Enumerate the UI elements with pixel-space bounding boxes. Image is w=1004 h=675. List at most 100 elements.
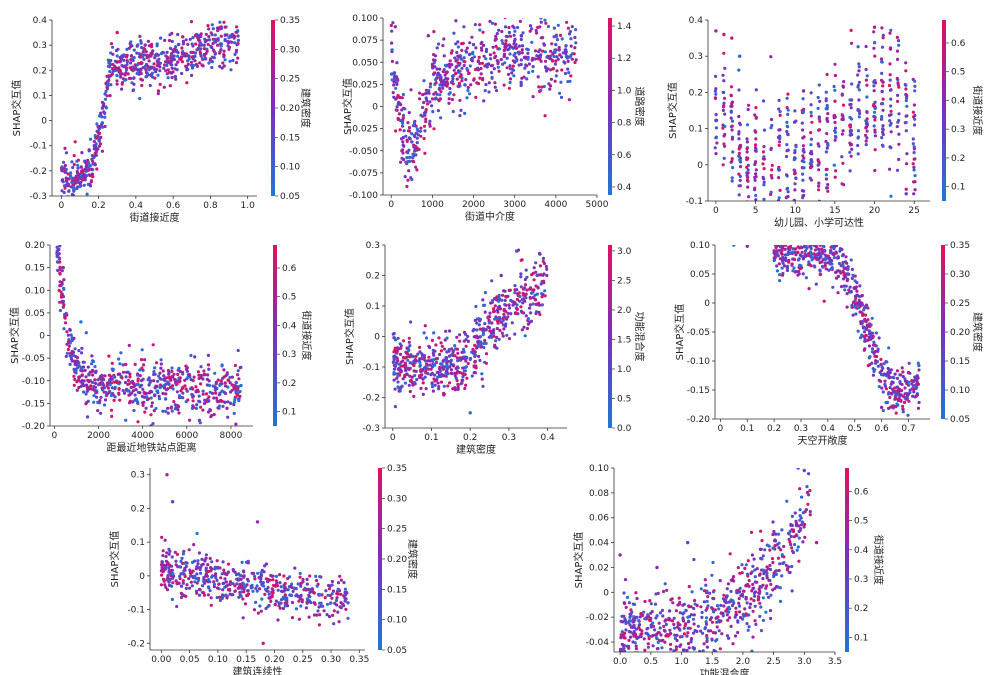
scatter-point: [412, 121, 417, 125]
scatter-point: [395, 356, 399, 360]
scatter-point: [100, 106, 104, 110]
scatter-point: [494, 339, 498, 343]
scatter-point: [409, 88, 413, 92]
scatter-point: [801, 154, 805, 158]
scatter-point: [899, 398, 903, 402]
scatter-point: [808, 161, 812, 166]
scatter-point: [218, 51, 222, 55]
scatter-point: [467, 71, 471, 75]
scatter-point: [428, 119, 432, 123]
scatter-point: [894, 411, 898, 415]
scatter-point: [513, 301, 517, 305]
scatter-point: [422, 136, 426, 141]
scatter-point: [507, 31, 511, 35]
scatter-point: [443, 63, 448, 67]
scatter-point: [558, 33, 563, 38]
scatter-point: [768, 563, 772, 568]
scatter-point: [785, 106, 789, 110]
scatter-point: [103, 111, 107, 115]
scatter-point: [76, 166, 80, 170]
colorbar-tick-label: 0.6: [617, 151, 632, 161]
scatter-point: [844, 284, 848, 288]
scatter-point: [555, 69, 559, 73]
colorbar-tick-label: 0.20: [280, 104, 300, 114]
scatter-point: [407, 169, 411, 173]
scatter-point: [772, 249, 776, 253]
scatter-point: [442, 37, 446, 41]
scatter-point: [186, 54, 191, 58]
scatter-point: [186, 62, 190, 66]
scatter-point: [85, 385, 89, 389]
scatter-point: [856, 329, 860, 333]
scatter-point: [264, 562, 268, 566]
scatter-point: [873, 130, 877, 134]
scatter-point: [223, 58, 227, 62]
scatter-point: [236, 34, 240, 38]
x-tick-label: 10: [789, 206, 801, 216]
scatter-point: [88, 370, 92, 374]
scatter-point: [421, 105, 425, 110]
scatter-point: [129, 40, 133, 44]
scatter-point: [140, 394, 144, 398]
scatter-point: [837, 261, 842, 266]
x-tick-label: 0.3: [502, 433, 516, 443]
scatter-point: [72, 189, 76, 193]
scatter-point: [447, 97, 451, 101]
scatter-point: [277, 604, 281, 608]
scatter-point: [403, 381, 407, 385]
scatter-point: [401, 140, 405, 144]
scatter-point: [732, 245, 736, 247]
scatter-point: [490, 63, 495, 67]
scatter-point: [836, 274, 841, 278]
scatter-point: [567, 98, 572, 102]
scatter-point: [67, 177, 71, 181]
scatter-point: [833, 245, 835, 246]
scatter-point: [884, 387, 889, 391]
scatter-point: [521, 301, 525, 305]
y-tick-label: -0.10: [22, 377, 46, 387]
scatter-point: [900, 382, 904, 387]
scatter-point: [156, 379, 160, 383]
scatter-point: [317, 623, 321, 627]
scatter-point: [162, 85, 166, 89]
scatter-point: [569, 44, 573, 48]
colorbar-tick-label: 0.5: [617, 394, 631, 404]
scatter-point: [730, 36, 734, 40]
scatter-point: [738, 54, 742, 58]
scatter-point: [343, 587, 347, 591]
scatter-point: [544, 264, 549, 269]
scatter-point: [407, 129, 411, 133]
y-tick-label: 0.4: [33, 16, 48, 26]
scatter-point: [881, 132, 885, 137]
scatter-point: [467, 92, 472, 96]
scatter-point: [857, 88, 861, 92]
scatter-point: [463, 355, 467, 359]
scatter-point: [552, 54, 556, 59]
scatter-point: [778, 599, 783, 604]
scatter-point: [881, 408, 885, 413]
scatter-point: [411, 354, 415, 359]
scatter-point: [104, 106, 108, 110]
scatter-point: [419, 126, 423, 130]
scatter-point: [881, 84, 885, 88]
scatter-point: [60, 189, 64, 193]
x-tick-label: 0: [718, 424, 724, 434]
scatter-point: [97, 139, 101, 143]
scatter-point: [180, 556, 184, 561]
scatter-point: [202, 401, 207, 406]
scatter-point: [503, 303, 507, 307]
scatter-point: [507, 306, 512, 310]
scatter-point: [723, 124, 727, 128]
scatter-point: [261, 641, 265, 645]
scatter-point: [466, 339, 470, 343]
scatter-point: [761, 150, 766, 154]
scatter-point: [473, 360, 477, 364]
scatter-point: [198, 50, 202, 54]
scatter-point: [180, 51, 184, 56]
scatter-point: [818, 254, 823, 259]
scatter-point: [389, 23, 393, 28]
scatter-point: [759, 605, 763, 609]
scatter-point: [857, 69, 861, 73]
scatter-point: [745, 137, 749, 141]
scatter-point: [169, 62, 173, 67]
